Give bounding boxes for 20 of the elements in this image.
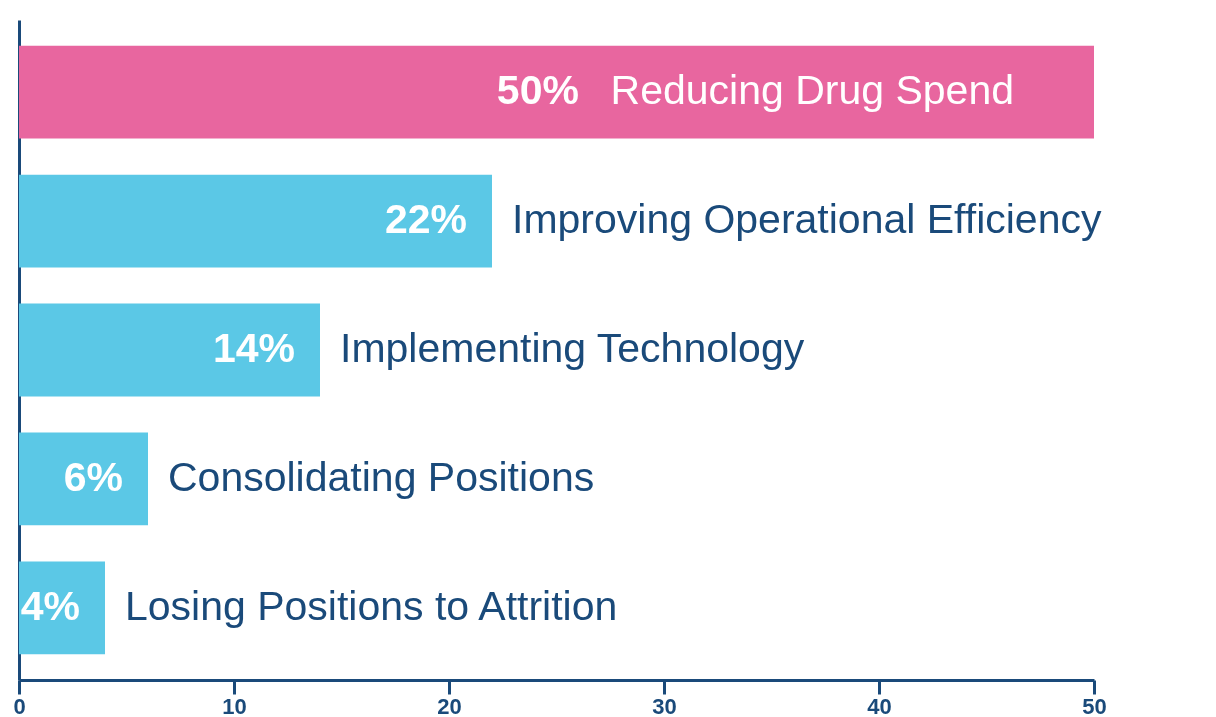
data-label: 4% — [20, 582, 80, 629]
x-tick-label: 20 — [437, 693, 462, 717]
data-label: 6% — [63, 453, 123, 500]
data-label: 50% — [496, 67, 579, 114]
data-label: 14% — [212, 325, 295, 371]
bar — [19, 174, 492, 268]
data-label: 22% — [384, 196, 467, 243]
y-tick-label: Losing Positions to Attrition — [125, 582, 618, 629]
x-tick-label: 50 — [1082, 693, 1107, 717]
y-tick-label: Implementing Technology — [340, 325, 805, 371]
bar — [19, 45, 1094, 139]
x-tick-label: 40 — [867, 693, 892, 717]
x-tick-label: 0 — [13, 693, 26, 717]
y-tick-label: Consolidating Positions — [168, 453, 595, 500]
y-tick-label: Reducing Drug Spend — [610, 67, 1014, 114]
x-tick-label: 30 — [652, 693, 677, 717]
y-tick-label: Improving Operational Efficiency — [512, 196, 1102, 243]
x-tick-label: 10 — [222, 693, 247, 717]
bar — [19, 303, 320, 397]
bar — [19, 432, 148, 526]
